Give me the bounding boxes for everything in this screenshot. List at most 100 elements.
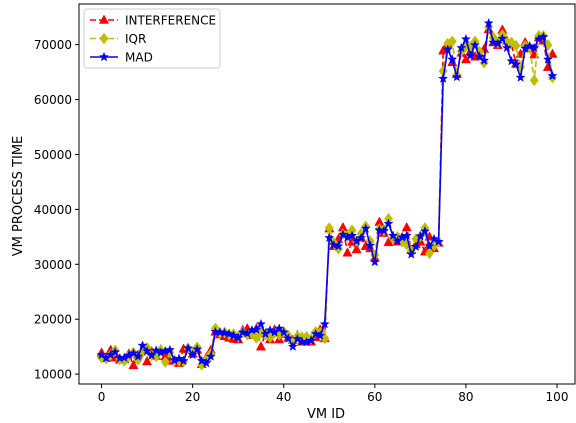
y-tick-label: 20000 — [34, 313, 72, 327]
data-point-mad — [360, 223, 371, 233]
data-point-mad — [228, 330, 239, 340]
data-point-mad — [251, 324, 262, 334]
data-point-mad — [492, 38, 503, 48]
data-point-iqr — [160, 356, 170, 368]
x-axis-label: VM ID — [307, 407, 345, 422]
data-point-mad — [469, 39, 481, 50]
data-point-mad — [383, 218, 394, 228]
data-point-iqr — [447, 35, 457, 48]
data-point-mad — [264, 324, 276, 335]
y-tick-label: 50000 — [34, 148, 72, 162]
data-point-mad — [346, 230, 358, 241]
data-point-mad — [214, 327, 226, 337]
data-point-mad — [406, 249, 417, 259]
x-tick-label: 80 — [458, 390, 473, 404]
data-point-mad — [501, 42, 512, 53]
data-point-interference — [142, 355, 153, 366]
y-tick-label: 70000 — [34, 38, 72, 52]
legend-marker-interference — [98, 14, 110, 24]
data-point-interference — [351, 243, 362, 254]
data-point-interference — [342, 247, 353, 257]
data-point-mad — [447, 54, 458, 64]
data-point-mad — [428, 233, 440, 244]
legend-marker-iqr — [99, 32, 109, 45]
data-point-mad — [456, 42, 467, 53]
plot-frame — [78, 3, 576, 385]
data-point-mad — [151, 345, 162, 355]
y-tick-label: 40000 — [34, 203, 72, 217]
legend-entry-mad: MAD — [90, 51, 153, 65]
data-point-mad — [110, 346, 121, 357]
legend-box — [83, 8, 221, 69]
data-point-mad — [515, 72, 526, 82]
y-tick-label: 60000 — [34, 93, 72, 107]
data-point-mad — [233, 332, 244, 343]
y-axis-label: VM PROCESS TIME — [11, 136, 26, 256]
y-tick-label: 10000 — [34, 368, 72, 382]
legend-label-iqr: IQR — [125, 32, 146, 46]
data-point-mad — [292, 333, 303, 344]
data-point-mad — [442, 44, 453, 54]
data-point-mad — [433, 236, 444, 247]
data-point-mad — [278, 327, 289, 337]
data-point-mad — [438, 73, 449, 83]
data-point-interference — [128, 359, 139, 370]
data-point-mad — [283, 333, 294, 343]
data-point-mad — [415, 230, 426, 241]
series-line-mad — [101, 22, 554, 364]
data-point-mad — [132, 351, 144, 361]
data-point-mad — [319, 318, 330, 329]
data-point-mad — [483, 17, 494, 28]
data-point-mad — [315, 330, 326, 340]
data-point-mad — [538, 31, 549, 42]
data-point-mad — [142, 345, 153, 356]
series-line-iqr — [101, 26, 554, 366]
data-point-interference — [255, 341, 266, 351]
x-tick-label: 20 — [185, 390, 200, 404]
data-point-iqr — [251, 331, 261, 344]
data-point-mad — [401, 230, 412, 241]
data-point-mad — [255, 318, 267, 329]
data-point-mad — [542, 54, 553, 64]
data-point-interference — [401, 221, 412, 232]
data-point-mad — [460, 33, 471, 44]
series-iqr — [97, 21, 557, 371]
data-point-mad — [410, 241, 421, 252]
data-point-mad — [365, 240, 376, 250]
data-point-mad — [474, 51, 485, 62]
data-point-mad — [529, 42, 540, 53]
data-point-mad — [479, 55, 490, 65]
data-point-mad — [164, 344, 175, 355]
data-point-mad — [324, 232, 335, 243]
data-point-mad — [333, 240, 344, 251]
axes: 0 20 40 60 80 100 10000 20000 30000 40000 50000 600… — [34, 3, 576, 404]
data-point-mad — [451, 71, 462, 82]
data-point-mad — [201, 357, 212, 368]
series-line-interference — [100, 28, 554, 367]
data-point-mad — [524, 40, 535, 51]
data-point-mad — [369, 256, 380, 267]
legend-label-interference: INTERFERENCE — [125, 14, 216, 28]
y-tick-label: 30000 — [34, 258, 72, 272]
data-point-interference — [547, 48, 558, 58]
data-point-mad — [424, 240, 435, 251]
data-point-iqr — [506, 36, 516, 49]
data-point-mad — [287, 341, 298, 351]
plot-area — [96, 17, 558, 371]
data-point-iqr — [529, 74, 539, 87]
x-tick-label: 60 — [367, 390, 382, 404]
data-point-iqr — [424, 247, 434, 260]
data-point-mad — [192, 344, 203, 354]
data-point-mad — [310, 328, 321, 339]
data-point-mad — [419, 226, 430, 236]
data-point-mad — [547, 70, 558, 81]
data-point-mad — [378, 225, 390, 236]
data-point-mad — [146, 350, 157, 360]
data-point-mad — [274, 323, 285, 333]
data-point-mad — [137, 340, 148, 350]
legend-entry-interference: INTERFERENCE — [90, 14, 216, 28]
legend: INTERFERENCE IQR MAD — [83, 8, 221, 69]
series-interference — [96, 23, 558, 370]
legend-marker-mad — [98, 51, 110, 62]
